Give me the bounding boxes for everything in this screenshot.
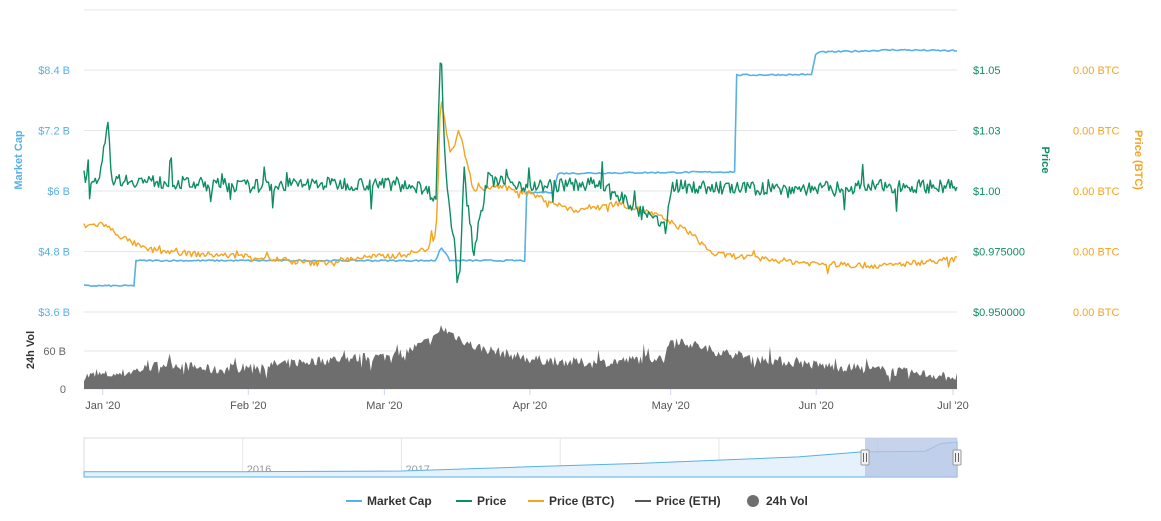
market-cap-tick-label: $6 B — [47, 186, 70, 198]
price-line — [83, 62, 958, 284]
price-btc-tick-label: 0.00 BTC — [1073, 186, 1120, 198]
market-cap-axis: $8.4 B $7.2 B $6 B $4.8 B $3.6 B — [38, 65, 70, 319]
price-series-lines — [83, 48, 958, 288]
x-tick-label: Feb '20 — [230, 400, 266, 412]
volume-series — [84, 325, 957, 389]
legend-label: Price (BTC) — [549, 494, 614, 508]
price-btc-axis-title: Price (BTC) — [1132, 130, 1144, 190]
navigator-selection[interactable] — [865, 438, 957, 477]
legend-item-price-eth[interactable]: Price (ETH) — [635, 494, 721, 508]
volume-axis: 60 B 0 — [43, 346, 66, 396]
price-btc-tick-label: 0.00 BTC — [1073, 307, 1120, 319]
market-cap-tick-label: $8.4 B — [38, 65, 70, 77]
price-axis-title: Price — [1039, 147, 1051, 174]
price-btc-tick-label: 0.00 BTC — [1073, 126, 1120, 138]
range-navigator[interactable]: 20162017201820192020 — [83, 437, 962, 478]
x-tick-label: Jan '20 — [85, 400, 120, 412]
legend-item-price[interactable]: Price — [456, 494, 507, 508]
price-tick-label: $1.03 — [973, 126, 1001, 138]
x-tick-label: Apr '20 — [513, 400, 548, 412]
legend-label: Price — [477, 494, 507, 508]
legend-label: 24h Vol — [766, 494, 808, 508]
price-btc-line — [83, 101, 958, 275]
volume-tick-label: 0 — [60, 384, 66, 396]
market-cap-tick-label: $3.6 B — [38, 307, 70, 319]
price-btc-tick-label: 0.00 BTC — [1073, 247, 1120, 259]
price-tick-label: $1.05 — [973, 65, 1001, 77]
volume-area — [84, 325, 957, 389]
price-btc-axis: 0.00 BTC 0.00 BTC 0.00 BTC 0.00 BTC 0.00 BTC — [1073, 65, 1120, 319]
price-tick-label: $0.950000 — [973, 307, 1025, 319]
x-tick-label: Mar '20 — [366, 400, 402, 412]
navigator-left-handle[interactable] — [860, 449, 870, 466]
market-cap-line — [83, 48, 957, 288]
market-cap-tick-label: $7.2 B — [38, 126, 70, 138]
legend-item-market-cap[interactable]: Market Cap — [346, 494, 432, 508]
chart-gridlines — [84, 9, 957, 390]
legend-item-volume[interactable]: 24h Vol — [747, 494, 808, 508]
price-btc-tick-label: 0.00 BTC — [1073, 65, 1120, 77]
market-cap-tick-label: $4.8 B — [38, 247, 70, 259]
navigator-right-handle[interactable] — [952, 449, 962, 466]
legend-label: Market Cap — [367, 494, 432, 508]
chart-legend: Market Cap Price Price (BTC) Price (ETH) 24h… — [346, 494, 808, 508]
x-tick-label: May '20 — [652, 400, 690, 412]
legend-label: Price (ETH) — [656, 494, 721, 508]
price-tick-label: $0.975000 — [973, 247, 1025, 259]
volume-tick-label: 60 B — [43, 346, 66, 358]
volume-axis-title: 24h Vol — [25, 331, 37, 369]
legend-item-price-btc[interactable]: Price (BTC) — [528, 494, 614, 508]
market-cap-axis-title: Market Cap — [13, 130, 25, 190]
price-tick-label: $1.00 — [973, 186, 1001, 198]
legend-symbol — [747, 495, 759, 507]
x-tick-label: Jun '20 — [799, 400, 834, 412]
date-axis: Jan '20 Feb '20 Mar '20 Apr '20 May '20 Jun '… — [85, 389, 969, 412]
x-tick-label: Jul '20 — [937, 400, 968, 412]
price-axis: $1.05 $1.03 $1.00 $0.975000 $0.950000 — [973, 65, 1025, 319]
